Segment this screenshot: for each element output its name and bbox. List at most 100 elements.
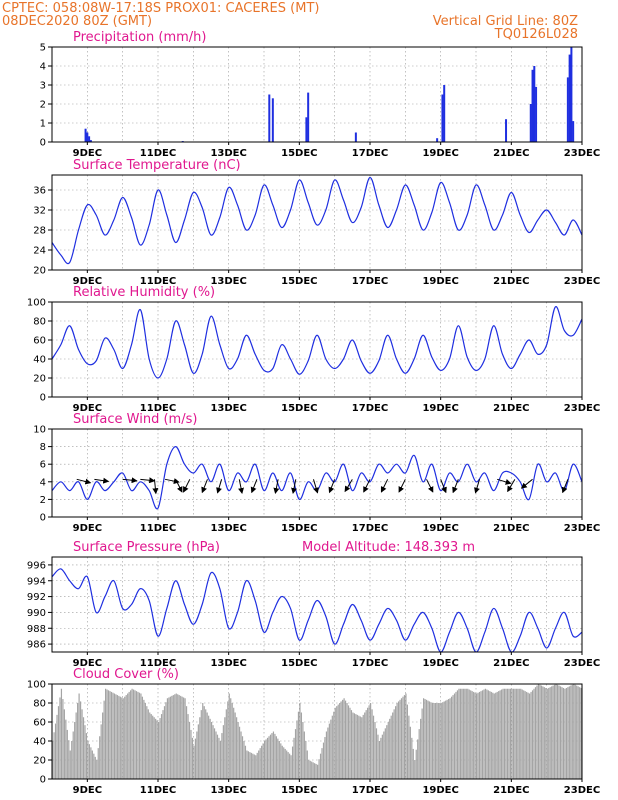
cloud-cover-bar bbox=[57, 706, 60, 779]
cloud-cover-bar bbox=[433, 703, 435, 779]
cloud-cover-bar bbox=[171, 695, 173, 779]
cloud-cover-frame bbox=[51, 683, 583, 780]
cloud-cover-bar bbox=[300, 712, 303, 779]
cloud-cover-bar bbox=[445, 700, 447, 779]
relative-humidity-frame bbox=[51, 301, 583, 398]
cloud-cover-bar bbox=[234, 712, 236, 779]
cloud-cover-bar bbox=[484, 688, 487, 779]
surface-pressure-frame bbox=[51, 556, 583, 653]
cloud-cover-bar bbox=[531, 690, 534, 779]
cloud-cover-bar bbox=[339, 703, 341, 779]
cloud-cover-bar bbox=[218, 737, 220, 779]
cloud-cover-bar bbox=[471, 691, 473, 779]
cloud-cover-bar bbox=[461, 688, 463, 779]
cloud-cover-bar bbox=[549, 687, 551, 779]
cloud-cover-bar bbox=[116, 695, 118, 779]
cloud-cover-bar bbox=[534, 687, 537, 779]
cloud-cover-bar bbox=[375, 728, 378, 779]
cloud-cover-bar bbox=[264, 741, 266, 779]
surface-pressure-xtick-label: 9DEC bbox=[73, 658, 102, 669]
surface-wind-frame bbox=[51, 428, 583, 518]
cloud-cover-bar bbox=[160, 714, 163, 779]
cloud-cover-bar bbox=[277, 738, 279, 779]
cloud-cover-bar bbox=[389, 718, 391, 779]
cloud-cover-bar bbox=[337, 704, 339, 779]
cloud-cover-bar bbox=[216, 734, 219, 779]
cloud-cover-ytick-label: 20 bbox=[33, 756, 46, 767]
cloud-cover-bar bbox=[380, 737, 382, 779]
cloud-cover-bar bbox=[530, 691, 532, 779]
cloud-cover-bar bbox=[303, 731, 305, 779]
surface-wind-xtick-label: 17DEC bbox=[352, 523, 388, 534]
cloud-cover-bar bbox=[395, 706, 397, 779]
surface-pressure-xtick-label: 13DEC bbox=[210, 658, 246, 669]
cloud-cover-bar bbox=[200, 710, 202, 779]
surface-temperature-frame bbox=[51, 174, 583, 271]
precipitation-ytick-label: 5 bbox=[40, 43, 46, 54]
cloud-cover-bar bbox=[258, 750, 260, 779]
cloud-cover-bar bbox=[60, 688, 63, 779]
precipitation-bar bbox=[572, 121, 575, 142]
relative-humidity-xtick-label: 9DEC bbox=[73, 403, 102, 414]
cloud-cover-bar bbox=[492, 692, 494, 779]
cloud-cover-panel: 0 20 40 60 80 100 9DEC 11DEC 13DEC 15DEC 17DEC 19DE… bbox=[27, 667, 600, 796]
surface-temperature-panel: 20 24 28 32 36 9DEC 11DEC 13DEC 15DEC 17DEC 19DEC 2… bbox=[33, 158, 600, 287]
cloud-cover-bar bbox=[443, 701, 445, 779]
cloud-cover-bar bbox=[227, 701, 229, 779]
cloud-cover-bar bbox=[574, 684, 576, 779]
relative-humidity-xtick-label: 21DEC bbox=[493, 403, 529, 414]
cloud-cover-bar bbox=[377, 734, 379, 779]
cloud-cover-bar bbox=[423, 698, 425, 779]
cloud-cover-bar bbox=[358, 715, 360, 779]
surface-wind-xtick-label: 21DEC bbox=[493, 523, 529, 534]
cloud-cover-bar bbox=[523, 690, 525, 779]
cloud-cover-bar bbox=[478, 691, 481, 779]
precipitation-bar bbox=[533, 66, 536, 142]
cloud-cover-bar bbox=[449, 698, 451, 779]
wind-arrow bbox=[507, 479, 516, 493]
precipitation-bar bbox=[354, 132, 357, 142]
cloud-cover-xtick-label: 17DEC bbox=[352, 785, 388, 796]
cloud-cover-bar bbox=[371, 709, 373, 779]
cloud-cover-bar bbox=[403, 695, 406, 779]
surface-wind-ytick-label: 2 bbox=[40, 495, 46, 506]
cloud-cover-bar bbox=[305, 741, 307, 779]
surface-pressure-xtick-label: 23DEC bbox=[564, 658, 600, 669]
cloud-cover-bar bbox=[119, 696, 121, 779]
surface-wind-ytick-label: 8 bbox=[40, 442, 46, 453]
cloud-cover-bar bbox=[567, 687, 569, 779]
cloud-cover-bar bbox=[397, 701, 400, 779]
cloud-cover-bar bbox=[327, 727, 329, 779]
cloud-cover-bar bbox=[568, 686, 570, 779]
cloud-cover-ytick-label: 0 bbox=[40, 775, 46, 786]
cloud-cover-bar bbox=[400, 698, 403, 779]
wind-arrow bbox=[398, 479, 406, 493]
cloud-cover-bar bbox=[219, 741, 222, 779]
cloud-cover-bar bbox=[539, 684, 541, 779]
cloud-cover-bar bbox=[191, 737, 194, 779]
cloud-cover-bar bbox=[158, 722, 160, 779]
cloud-cover-bar bbox=[131, 688, 133, 779]
cloud-cover-bar bbox=[113, 693, 116, 779]
cloud-cover-xtick-label: 11DEC bbox=[140, 785, 176, 796]
cloud-cover-bar bbox=[402, 696, 404, 779]
cloud-cover-bar bbox=[524, 691, 526, 779]
cloud-cover-bar bbox=[100, 724, 102, 779]
cloud-cover-bar bbox=[352, 712, 354, 779]
precipitation-bar bbox=[505, 119, 508, 142]
cloud-cover-bar bbox=[340, 701, 342, 779]
cloud-cover-bar bbox=[205, 709, 207, 779]
cloud-cover-bar bbox=[456, 690, 459, 779]
wind-arrow bbox=[238, 479, 244, 495]
cloud-cover-bar bbox=[244, 745, 247, 779]
cloud-cover-bar bbox=[384, 728, 386, 779]
cloud-cover-bar bbox=[467, 688, 469, 779]
cloud-cover-bar bbox=[499, 690, 501, 779]
precipitation-xtick-label: 17DEC bbox=[352, 148, 388, 159]
cloud-cover-bar bbox=[330, 719, 332, 779]
cloud-cover-bar bbox=[477, 692, 479, 779]
cloud-cover-bar bbox=[314, 763, 316, 779]
precipitation-bar bbox=[305, 117, 308, 142]
precipitation-bar bbox=[531, 69, 534, 142]
cloud-cover-bar bbox=[483, 689, 485, 779]
